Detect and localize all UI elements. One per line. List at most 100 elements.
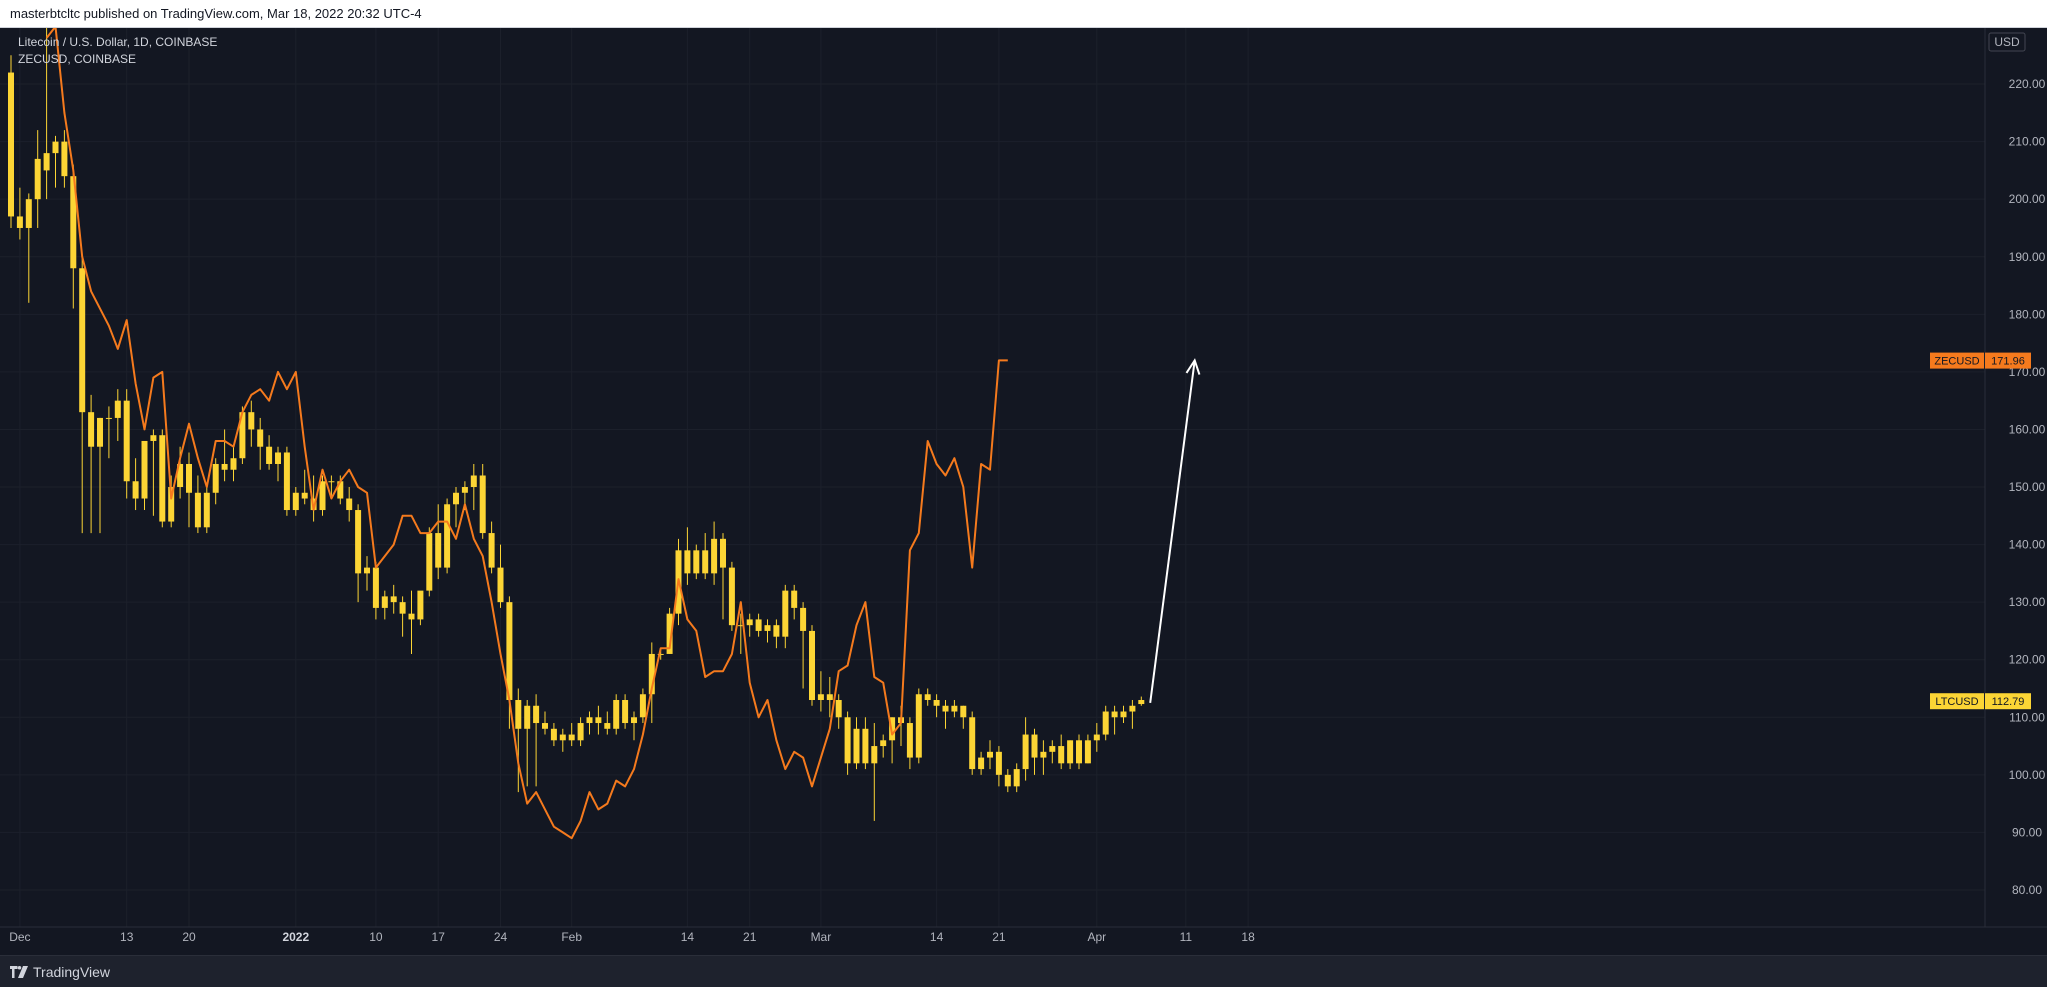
candle-body: [34, 158, 41, 200]
candle: [826, 676, 833, 718]
candle-body: [417, 590, 424, 620]
candle: [711, 521, 718, 585]
annotation-layer[interactable]: [1149, 358, 1201, 704]
candle-body: [684, 550, 691, 574]
candle: [88, 394, 95, 534]
candle: [746, 613, 753, 637]
candle: [924, 688, 931, 706]
price-axis-panel[interactable]: [1985, 28, 2047, 927]
price-tick-label: 140.00: [2009, 538, 2046, 552]
price-tick-label: 150.00: [2009, 480, 2046, 494]
candle: [1129, 700, 1136, 729]
chart-background: [0, 28, 2047, 955]
candle: [1093, 723, 1100, 752]
axis-layer: USD 80.00 90.00 100.00 110.00 120.00 130.00 14…: [0, 28, 2047, 944]
candle-body: [648, 653, 655, 695]
candle: [159, 429, 166, 528]
candle: [8, 55, 14, 228]
candle-body: [844, 717, 851, 764]
candle: [969, 711, 976, 775]
time-tick-label: 21: [992, 930, 1006, 944]
currency-unit-box[interactable]: [1988, 32, 2026, 52]
candle: [1111, 705, 1118, 735]
price-label-value: 112.79: [1992, 696, 2025, 708]
candle-body: [346, 498, 353, 511]
candle: [995, 746, 1002, 787]
time-tick-label: 14: [930, 930, 944, 944]
candle: [880, 734, 887, 758]
candle-body: [613, 700, 620, 729]
time-tick-label: 11: [1180, 930, 1193, 944]
candle: [328, 475, 335, 499]
price-tick-label: 130.00: [2009, 595, 2046, 609]
candle: [168, 475, 175, 528]
candle: [737, 613, 744, 654]
candle-body: [702, 550, 709, 574]
trend-arrow-head[interactable]: [1185, 358, 1201, 375]
legend-ltcusd[interactable]: Litecoin / U.S. Dollar, 1D, COINBASE: [18, 35, 217, 49]
candle-body: [995, 751, 1002, 775]
published-text: masterbtcltc published on TradingView.co…: [10, 6, 422, 21]
candle-body: [657, 653, 664, 655]
candle-body: [70, 176, 77, 269]
price-tick-label: 160.00: [2009, 422, 2046, 436]
candle-body: [773, 625, 780, 637]
candle-body: [301, 492, 308, 499]
candle: [639, 688, 646, 724]
candle-body: [1040, 751, 1047, 758]
candle: [648, 642, 655, 724]
candle: [1102, 705, 1109, 741]
legend-zecusd[interactable]: ZECUSD, COINBASE: [18, 52, 136, 66]
candle-body: [435, 533, 442, 568]
candle: [497, 544, 504, 608]
candle: [604, 711, 611, 735]
candle-body: [711, 538, 718, 574]
candle: [444, 498, 451, 574]
candle-body: [915, 694, 922, 758]
candle: [577, 717, 584, 747]
candle: [622, 694, 629, 729]
candle: [978, 751, 985, 775]
candle-body: [577, 723, 584, 741]
candle-body: [1013, 769, 1020, 787]
candle: [408, 590, 415, 654]
candle-body: [16, 216, 23, 228]
candle: [915, 688, 922, 764]
tradingview-logo[interactable]: TradingView: [10, 964, 110, 980]
ltcusd-candles: [8, 28, 1145, 821]
candle-body: [470, 475, 477, 488]
candle-body: [381, 596, 388, 608]
candle-body: [862, 728, 869, 764]
candle-body: [987, 751, 993, 758]
candle-body: [524, 705, 531, 729]
zecusd-line-layer: [45, 28, 1008, 840]
price-tick-label: 190.00: [2009, 250, 2046, 264]
candle: [283, 446, 290, 516]
candle-body: [221, 463, 228, 470]
candle-body: [177, 463, 184, 488]
price-tick-label: 200.00: [2009, 192, 2046, 206]
candle-body: [390, 596, 397, 603]
candle: [16, 187, 23, 240]
candle-body: [622, 700, 629, 724]
trend-arrow-line[interactable]: [1149, 360, 1196, 704]
candle: [559, 728, 566, 752]
candle-body: [8, 72, 14, 217]
candle: [791, 584, 798, 620]
candle: [728, 561, 735, 631]
candle: [266, 435, 273, 470]
candle-body: [1111, 711, 1118, 718]
candle: [1049, 740, 1056, 764]
candle: [764, 619, 771, 643]
candle: [25, 193, 32, 303]
candle: [52, 135, 59, 188]
candle-body: [319, 481, 326, 511]
candle-body: [239, 412, 246, 459]
candle: [257, 417, 264, 470]
candle-body: [248, 412, 255, 430]
time-tick-label: 21: [743, 930, 757, 944]
candle: [515, 688, 522, 793]
candle: [987, 740, 993, 770]
price-chart[interactable]: USD 80.00 90.00 100.00 110.00 120.00 130.00 14…: [0, 28, 2047, 955]
time-tick-label: 13: [120, 930, 134, 944]
